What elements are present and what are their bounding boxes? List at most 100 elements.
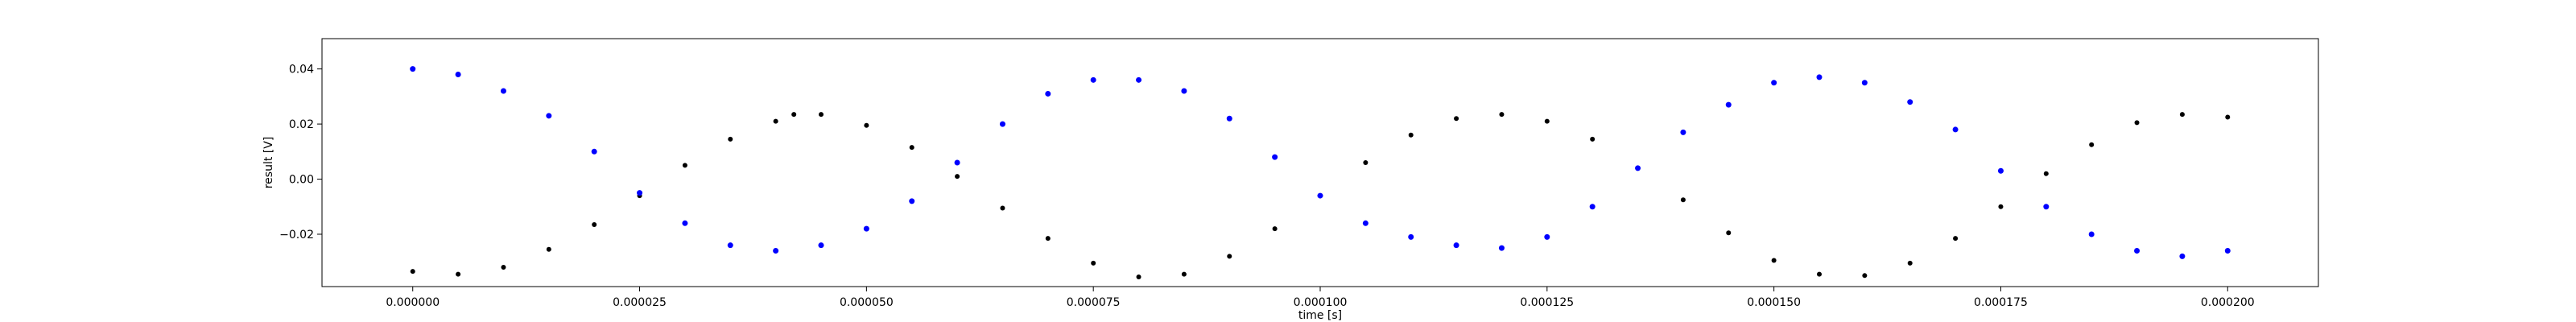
x-tick-label: 0.000100 [1294,296,1348,309]
y-axis-ticks: −0.02 0.00 0.02 0.04 [279,64,322,242]
data-point [1362,220,1368,226]
data-point [456,271,461,277]
data-point [1816,74,1823,80]
data-point [682,163,687,168]
data-point [1363,160,1368,165]
y-tick-label: −0.02 [279,229,314,242]
data-point [2225,114,2231,120]
y-tick-label: 0.04 [289,64,314,76]
data-point [1454,116,1459,122]
data-point [1272,154,1278,160]
data-point [909,198,915,204]
data-point [546,113,552,119]
data-point [501,265,506,270]
data-point [2088,231,2095,237]
data-point [637,190,643,196]
data-point [1817,271,1822,277]
data-point [1091,260,1096,266]
data-point [1045,236,1051,242]
x-tick-label: 0.000025 [613,296,667,309]
x-tick-label: 0.000150 [1747,296,1801,309]
x-tick-label: 0.000125 [1520,296,1574,309]
data-point [1453,242,1459,249]
data-point [818,242,824,249]
data-point [909,145,914,151]
data-point [864,122,869,128]
data-point [1680,197,1686,203]
x-tick-label: 0.000000 [386,296,440,309]
data-point [2089,142,2095,147]
data-point [1680,129,1686,135]
data-point [999,121,1005,127]
data-point [863,225,869,232]
data-point [1862,273,1868,279]
x-tick-label: 0.000175 [1974,296,2028,309]
data-point [1317,192,1323,199]
x-tick-label: 0.000075 [1067,296,1121,309]
data-point [410,269,415,275]
data-point [773,118,778,124]
data-point [1861,80,1868,86]
data-point [2043,171,2049,176]
data-point [1181,88,1187,94]
series-1 [410,66,2231,259]
data-point [2134,248,2140,254]
data-point [1136,275,1141,280]
data-point [1181,271,1187,277]
data-point [728,136,733,142]
data-point [954,159,960,166]
data-point [1998,204,2004,209]
data-point [1590,136,1596,142]
data-point [591,148,597,155]
data-point [1907,260,1913,266]
data-point [1771,258,1777,263]
data-point [1726,230,1732,236]
data-point [1907,99,1913,105]
data-point [1045,90,1051,97]
data-point [682,220,688,226]
data-point [727,242,733,249]
data-point [1408,132,1414,138]
y-tick-label: 0.02 [289,118,314,131]
y-axis-label: result [V] [262,137,275,189]
x-tick-label: 0.000050 [840,296,894,309]
data-point [1090,76,1096,83]
data-point [546,246,551,252]
data-point [1725,101,1732,108]
data-point [500,88,506,94]
data-point [1408,233,1414,240]
data-point [410,66,416,72]
data-point [1771,80,1777,86]
x-tick-label: 0.000200 [2201,296,2255,309]
series-layer [410,66,2231,280]
data-point [2179,112,2185,118]
data-point [1953,236,1959,242]
data-point [1544,233,1550,240]
data-point [1498,245,1505,251]
data-point [1136,76,1142,83]
plot-frame [321,38,2319,287]
data-point [1952,126,1959,133]
y-tick-label: 0.00 [289,174,314,187]
data-point [1000,205,1005,211]
data-point [819,112,824,118]
data-point [2134,120,2140,126]
data-point [2179,253,2186,259]
data-point [1226,115,1232,122]
data-point [1272,226,1278,232]
data-point [2224,248,2231,254]
data-point [1589,204,1596,210]
data-point [1227,254,1232,259]
data-point [592,222,597,227]
x-axis-ticks: 0.000000 0.000025 0.000050 0.000075 0.000100… [386,287,2255,309]
data-point [1635,165,1641,171]
data-point [955,174,960,180]
data-point [455,71,461,77]
x-axis-label: time [s] [1298,309,1342,322]
data-point [1499,112,1505,118]
data-point [791,112,797,118]
data-point [1997,167,2004,174]
data-point [2043,204,2050,210]
